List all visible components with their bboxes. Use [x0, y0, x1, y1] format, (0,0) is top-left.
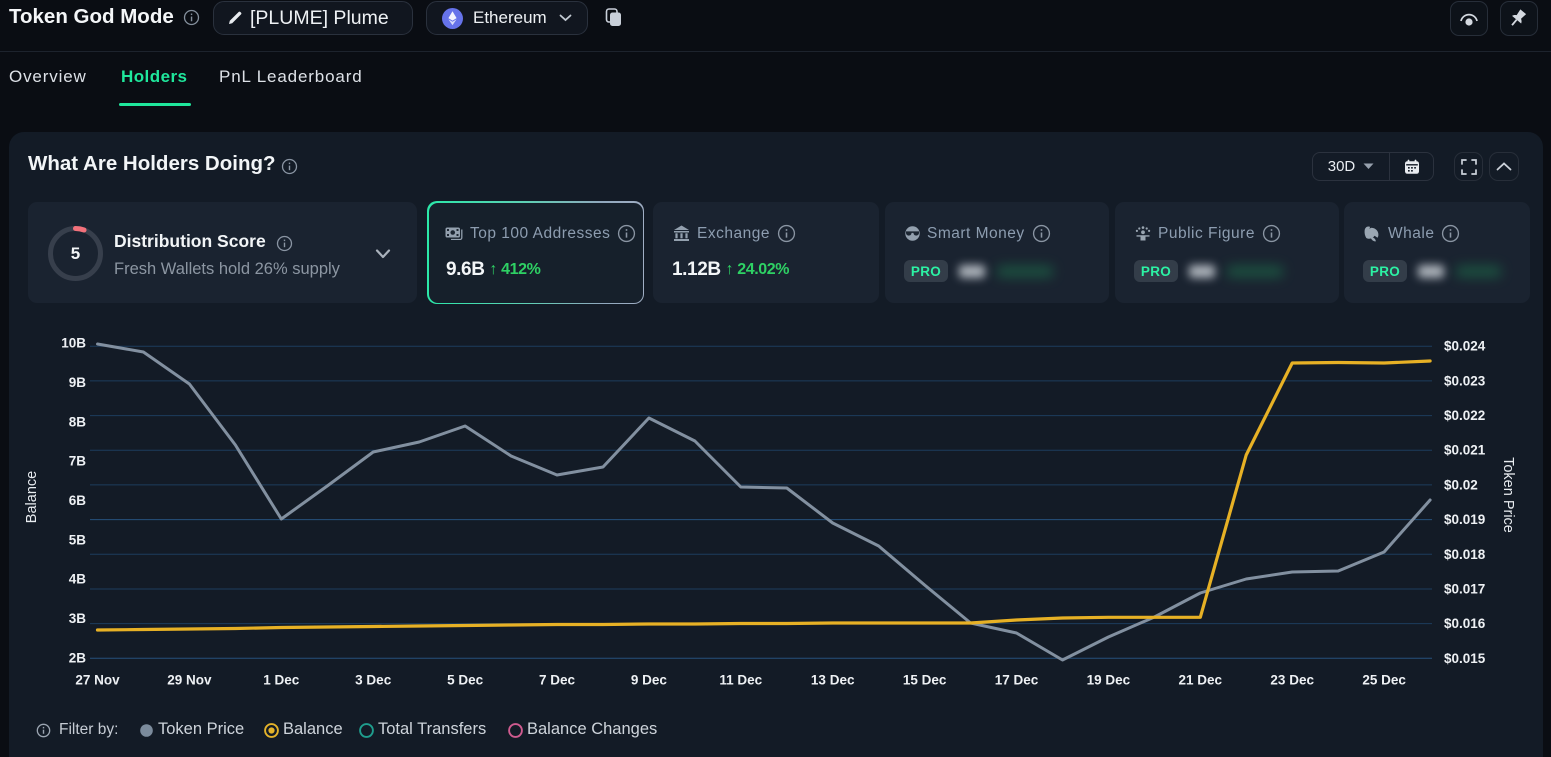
svg-text:Token Price: Token Price [1500, 457, 1516, 533]
svg-text:27 Nov: 27 Nov [75, 673, 120, 688]
svg-text:3B: 3B [69, 611, 87, 626]
svg-text:3 Dec: 3 Dec [355, 673, 392, 688]
svg-text:9 Dec: 9 Dec [631, 673, 668, 688]
svg-text:Balance: Balance [24, 471, 40, 523]
svg-text:13 Dec: 13 Dec [811, 673, 855, 688]
svg-text:$0.015: $0.015 [1444, 651, 1486, 666]
svg-text:7 Dec: 7 Dec [539, 673, 576, 688]
svg-text:19 Dec: 19 Dec [1087, 673, 1131, 688]
svg-text:1 Dec: 1 Dec [263, 673, 300, 688]
svg-text:$0.019: $0.019 [1444, 512, 1485, 527]
svg-text:8B: 8B [69, 414, 87, 429]
svg-text:17 Dec: 17 Dec [995, 673, 1039, 688]
svg-text:7B: 7B [69, 454, 87, 469]
svg-text:2B: 2B [69, 651, 87, 666]
svg-text:$0.022: $0.022 [1444, 408, 1485, 423]
svg-text:6B: 6B [69, 493, 87, 508]
svg-text:23 Dec: 23 Dec [1270, 673, 1314, 688]
svg-text:$0.024: $0.024 [1444, 339, 1486, 354]
svg-text:$0.021: $0.021 [1444, 443, 1486, 458]
svg-text:$0.016: $0.016 [1444, 616, 1486, 631]
svg-text:21 Dec: 21 Dec [1179, 673, 1223, 688]
svg-text:10B: 10B [61, 336, 86, 351]
svg-text:$0.023: $0.023 [1444, 373, 1486, 388]
svg-text:4B: 4B [69, 572, 87, 587]
svg-text:9B: 9B [69, 375, 87, 390]
svg-text:15 Dec: 15 Dec [903, 673, 947, 688]
svg-text:29 Nov: 29 Nov [167, 673, 212, 688]
svg-text:11 Dec: 11 Dec [719, 673, 762, 688]
svg-text:5B: 5B [69, 532, 87, 547]
svg-text:5 Dec: 5 Dec [447, 673, 484, 688]
svg-text:25 Dec: 25 Dec [1362, 673, 1406, 688]
svg-text:$0.018: $0.018 [1444, 547, 1486, 562]
svg-text:$0.017: $0.017 [1444, 582, 1485, 597]
svg-text:$0.02: $0.02 [1444, 477, 1478, 492]
